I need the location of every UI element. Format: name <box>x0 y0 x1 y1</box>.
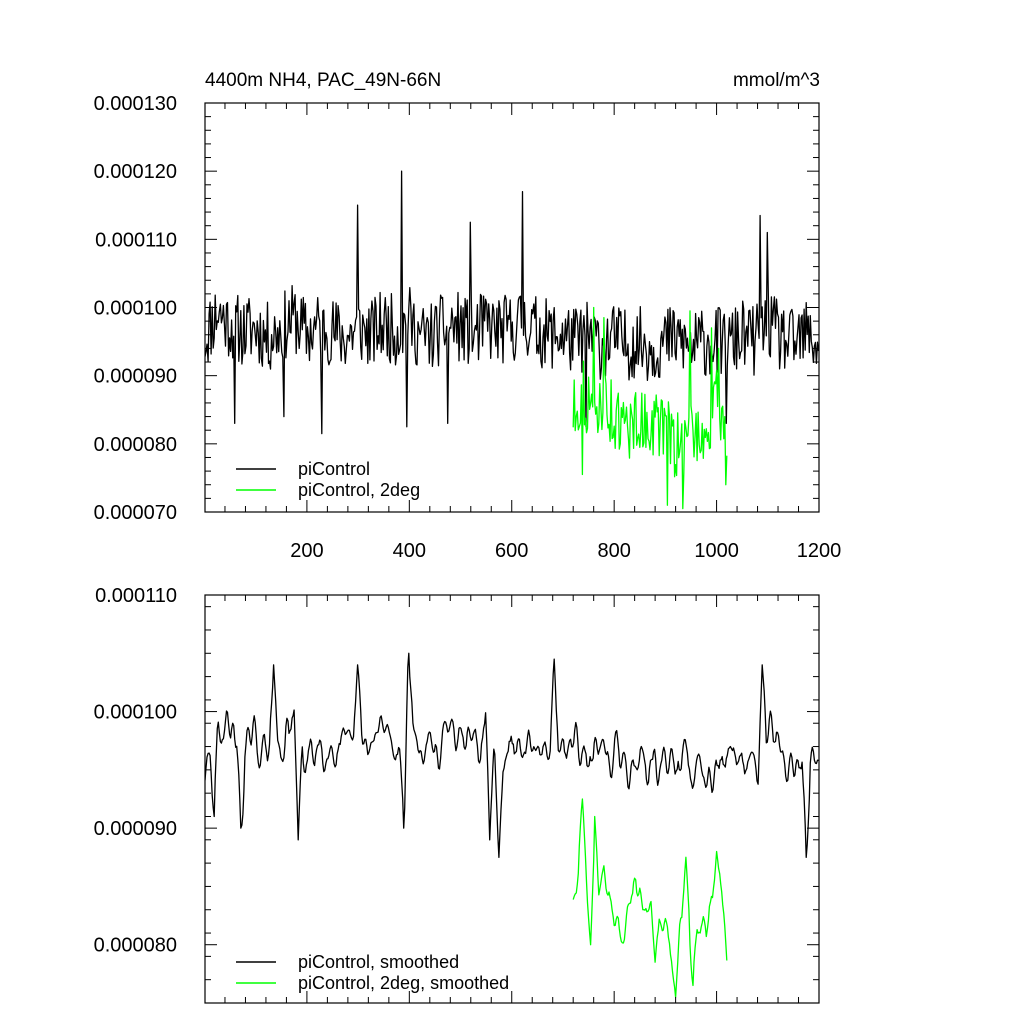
series-line-picontrol <box>205 170 819 435</box>
legend-label: piControl, 2deg, smoothed <box>298 973 509 993</box>
series-line-picontrol-smoothed <box>205 652 819 858</box>
x-tick-label: 400 <box>393 540 426 562</box>
plot-frame <box>204 102 820 513</box>
y-tick-label: 0.000130 <box>94 93 177 115</box>
chart-title: 4400m NH4, PAC_49N-66N <box>205 70 441 91</box>
y-tick-label: 0.000100 <box>94 702 177 724</box>
y-tick-label: 0.000070 <box>94 502 177 524</box>
legend-label: piControl, 2deg <box>298 480 420 500</box>
x-tick-label: 1000 <box>694 540 739 562</box>
legend-label: piControl <box>298 459 370 479</box>
x-tick-label: 800 <box>597 540 630 562</box>
y-tick-label: 0.000090 <box>94 366 177 388</box>
legend-label: piControl, smoothed <box>298 952 459 972</box>
y-tick-label: 0.000090 <box>94 818 177 840</box>
y-tick-label: 0.000110 <box>95 229 177 251</box>
x-tick-label: 600 <box>495 540 528 562</box>
x-tick-label: 1200 <box>797 540 842 562</box>
y-tick-label: 0.000100 <box>94 298 177 320</box>
y-tick-label: 0.000110 <box>95 585 177 607</box>
y-tick-label: 0.000120 <box>94 161 177 183</box>
top-panel: 4400m NH4, PAC_49N-66N mmol/m^3 0.000070… <box>94 70 842 562</box>
series-line-picontrol-2deg <box>572 306 728 510</box>
units-label: mmol/m^3 <box>733 70 820 91</box>
y-tick-label: 0.000080 <box>94 434 177 456</box>
bottom-panel: 0.000080 0.000090 0.000100 0.000110 piContro… <box>94 585 820 1004</box>
y-tick-label: 0.000080 <box>94 935 177 957</box>
series-line-picontrol-2deg-smoothed <box>572 798 728 998</box>
x-tick-label: 200 <box>290 540 323 562</box>
